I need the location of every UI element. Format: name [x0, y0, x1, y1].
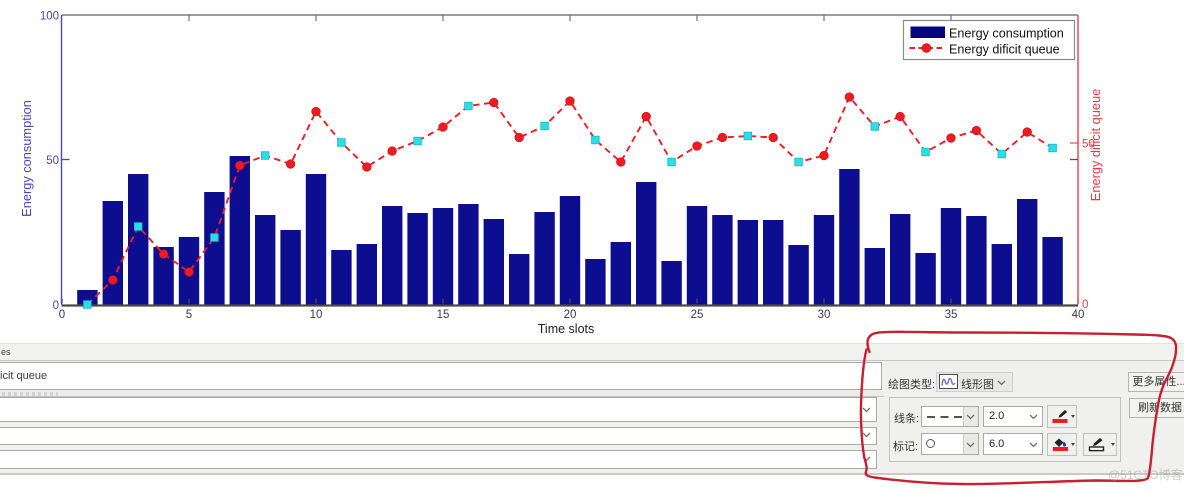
svg-text:35: 35 [945, 309, 958, 321]
svg-text:Energy dificit queue: Energy dificit queue [1088, 89, 1103, 201]
svg-text:Energy dificit queue: Energy dificit queue [949, 43, 1060, 57]
svg-text:50: 50 [46, 155, 59, 167]
svg-text:40: 40 [1072, 309, 1085, 321]
svg-text:10: 10 [310, 309, 323, 321]
svg-text:Energy consumption: Energy consumption [949, 27, 1064, 41]
svg-text:5: 5 [186, 309, 192, 321]
svg-text:50: 50 [1082, 139, 1095, 151]
svg-text:Time slots: Time slots [538, 322, 595, 336]
svg-text:15: 15 [437, 309, 450, 321]
svg-text:0: 0 [59, 309, 65, 321]
svg-text:0: 0 [1082, 299, 1088, 311]
svg-text:25: 25 [691, 309, 704, 321]
svg-text:0: 0 [53, 300, 59, 312]
svg-text:20: 20 [564, 309, 577, 321]
svg-text:100: 100 [40, 11, 59, 23]
svg-text:30: 30 [818, 309, 831, 321]
svg-text:Energy consumption: Energy consumption [19, 100, 34, 217]
